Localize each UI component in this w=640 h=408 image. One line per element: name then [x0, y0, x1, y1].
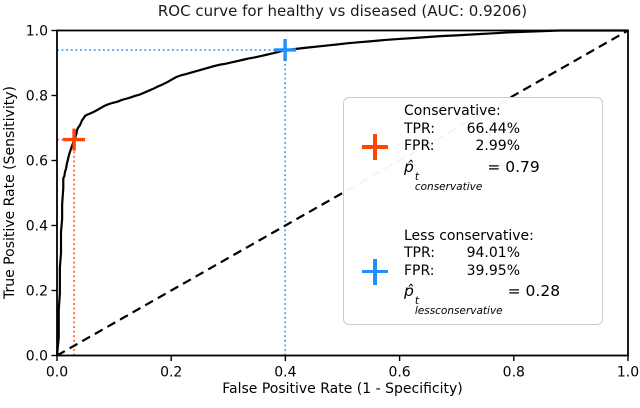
y-tick-label: 0.6: [26, 154, 48, 170]
y-tick-label: 0.0: [26, 349, 48, 365]
less-conservative-cross-icon: [362, 258, 388, 285]
y-tick-label: 1.0: [26, 24, 48, 40]
cross-vertical-bar: [373, 134, 377, 160]
p-hat-supsub: t lessconservative: [414, 295, 503, 317]
tpr-row: TPR: 66.44%: [404, 121, 592, 139]
x-tick-label: 0.8: [503, 365, 525, 381]
conservative-marker: [63, 128, 86, 151]
tpr-value: 94.01%: [466, 245, 520, 261]
x-tick-label: 1.0: [617, 365, 639, 381]
legend-heading: Less conservative:: [404, 227, 534, 244]
threshold-value: = 0.28: [507, 282, 561, 300]
legend-entry-less-conservative: Less conservative: TPR: 94.01% FPR: 39.95%…: [354, 227, 592, 317]
fpr-label: FPR:: [404, 262, 435, 279]
conservative-cross-icon: [362, 134, 388, 160]
fpr-row: FPR: 2.99%: [404, 138, 592, 156]
tpr-row: TPR: 94.01%: [404, 245, 592, 263]
y-axis-label: True Positive Rate (Sensitivity): [2, 86, 18, 299]
y-tick-label: 0.4: [26, 219, 48, 235]
p-hat-superscript: t: [414, 170, 419, 183]
p-hat-symbol: p̂: [404, 282, 414, 300]
chart-title: ROC curve for healthy vs diseased (AUC: …: [157, 2, 528, 20]
axes-frame: [56, 29, 629, 357]
threshold-value: = 0.79: [487, 157, 540, 176]
less_conservative-marker: [274, 38, 297, 61]
p-hat-supsub: t conservative: [414, 170, 483, 193]
p-hat-subscript: conservative: [414, 180, 483, 193]
x-tick-label: 0.6: [388, 365, 410, 381]
tpr-label: TPR:: [404, 245, 436, 261]
legend-box: Conservative: TPR: 66.44% FPR: 2.99% p̂ t co…: [343, 97, 603, 325]
fpr-value: 39.95%: [466, 262, 520, 279]
tpr-label: TPR:: [404, 120, 436, 137]
fpr-row: FPR: 39.95%: [404, 263, 592, 281]
tpr-value: 66.44%: [466, 120, 520, 137]
roc-curve-line: [55, 29, 628, 356]
y-tick-label: 0.8: [26, 89, 48, 105]
p-hat-subscript: lessconservative: [414, 305, 503, 317]
cross-vertical-bar: [373, 258, 377, 285]
p-hat-superscript: t: [414, 295, 419, 307]
x-tick-label: 0.0: [46, 365, 68, 381]
x-tick-label: 0.2: [160, 365, 182, 381]
y-tick-label: 0.2: [26, 284, 48, 300]
legend-text-less-conservative: Less conservative: TPR: 94.01% FPR: 39.95%…: [404, 227, 592, 317]
x-tick-label: 0.4: [274, 365, 296, 381]
legend-heading: Conservative:: [404, 103, 501, 119]
legend-text-conservative: Conservative: TPR: 66.44% FPR: 2.99% p̂ t co…: [404, 103, 592, 192]
fpr-label: FPR:: [404, 138, 435, 154]
x-axis-label: False Positive Rate (1 - Specificity): [222, 381, 463, 397]
p-hat-symbol: p̂: [404, 157, 414, 176]
chance-diagonal-line: [56, 29, 629, 357]
legend-entry-conservative: Conservative: TPR: 66.44% FPR: 2.99% p̂ t co…: [354, 103, 592, 192]
threshold-formula: p̂ t conservative = 0.79: [404, 157, 592, 192]
fpr-value: 2.99%: [475, 138, 520, 154]
threshold-formula: p̂ t lessconservative = 0.28: [404, 282, 592, 316]
